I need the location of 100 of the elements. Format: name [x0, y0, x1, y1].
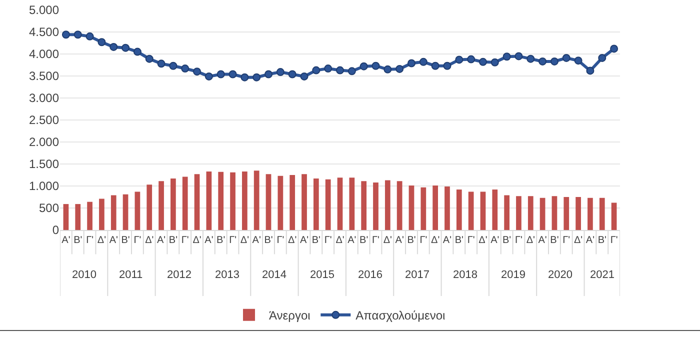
bar [349, 178, 355, 230]
y-tick-label: 4.500 [28, 25, 60, 40]
y-tick-label: 1.500 [28, 157, 60, 172]
x-tick-label: Α' [252, 235, 261, 246]
bar [456, 190, 462, 230]
point [431, 62, 440, 70]
x-tick-label: Γ' [276, 235, 284, 246]
bar [170, 178, 176, 230]
y-tick-label: 5.000 [28, 3, 60, 18]
x-tick-label: Α' [395, 235, 404, 246]
bar [576, 197, 581, 230]
point [538, 57, 547, 66]
text: 2019 [501, 269, 526, 281]
x-tick-label: Β' [502, 235, 512, 246]
point [407, 59, 416, 68]
bar [230, 172, 236, 230]
point [372, 62, 380, 70]
x-tick-label: Β' [550, 235, 559, 246]
bar [99, 198, 104, 230]
point [478, 58, 487, 66]
bar [492, 190, 498, 230]
x-tick-label: Α' [109, 235, 118, 246]
point [610, 44, 618, 53]
point [228, 70, 237, 78]
point [443, 62, 452, 70]
bar [564, 197, 570, 230]
point [216, 70, 225, 78]
point [467, 55, 476, 64]
text: 2020 [548, 269, 572, 281]
point [336, 66, 344, 74]
text: 2018 [453, 269, 478, 281]
x-tick-label: Δ' [240, 235, 250, 246]
x-tick-label: Α' [490, 235, 500, 246]
bar [122, 194, 128, 230]
x-tick-label: Δ' [97, 235, 106, 246]
x-tick-label: Γ' [467, 235, 475, 246]
bar [278, 176, 284, 230]
y-tick-label: 3.500 [28, 69, 60, 84]
x-tick-label: Δ' [526, 235, 536, 246]
bar [480, 192, 486, 230]
x-tick-label: Δ' [383, 235, 392, 246]
x-tick-label: Β' [74, 235, 82, 246]
bar [206, 171, 212, 230]
point [562, 54, 570, 62]
x-tick-label: Γ' [181, 235, 189, 246]
x-tick-label: Δ' [192, 235, 202, 246]
x-tick-label: Α' [300, 235, 309, 246]
bar [528, 196, 534, 230]
y-tick-label: 1.000 [28, 179, 60, 194]
x-tick-label: Γ' [229, 235, 237, 246]
point [396, 64, 404, 73]
x-tick-label: Γ' [134, 235, 142, 246]
point [514, 52, 523, 60]
x-tick-label: Γ' [515, 235, 523, 246]
bar [516, 196, 522, 230]
x-tick-label: Β' [264, 235, 273, 246]
bar [552, 196, 558, 230]
point [300, 72, 308, 80]
y-tick-label: 0 [52, 223, 60, 238]
point [586, 66, 594, 75]
bar [182, 176, 188, 230]
bar [146, 184, 152, 230]
bar [194, 174, 200, 230]
bar [313, 178, 319, 230]
text: 2015 [310, 269, 334, 281]
point [252, 73, 261, 82]
bar [599, 198, 605, 230]
bar [63, 204, 69, 230]
point [98, 38, 106, 46]
x-tick-label: Δ' [478, 235, 488, 246]
bar [325, 179, 331, 230]
bar [444, 186, 450, 230]
x-tick-label: Δ' [574, 235, 583, 246]
bar [540, 198, 546, 230]
bar [266, 174, 272, 230]
point [110, 42, 118, 51]
point [145, 54, 154, 63]
text: 2011 [119, 269, 143, 281]
legend-label: Άνεργοι [269, 308, 311, 323]
bar [611, 202, 617, 230]
x-tick-label: Β' [598, 235, 607, 246]
bar [337, 178, 343, 230]
bar [504, 195, 510, 230]
x-tick-label: Β' [216, 235, 226, 246]
bar [361, 181, 367, 230]
point [74, 30, 82, 39]
point [419, 58, 428, 66]
text: 2012 [167, 269, 192, 281]
bar [134, 192, 140, 230]
y-tick-label: 2.000 [28, 135, 60, 150]
bar [87, 202, 92, 230]
text: 2010 [72, 269, 96, 281]
legend-label: Απασχολούμενοι [356, 308, 446, 323]
point [240, 73, 249, 82]
x-tick-label: Γ' [610, 235, 618, 246]
point [62, 30, 70, 39]
point [157, 60, 166, 68]
point [550, 57, 558, 66]
x-tick-label: Α' [442, 235, 452, 246]
bar [420, 187, 426, 230]
